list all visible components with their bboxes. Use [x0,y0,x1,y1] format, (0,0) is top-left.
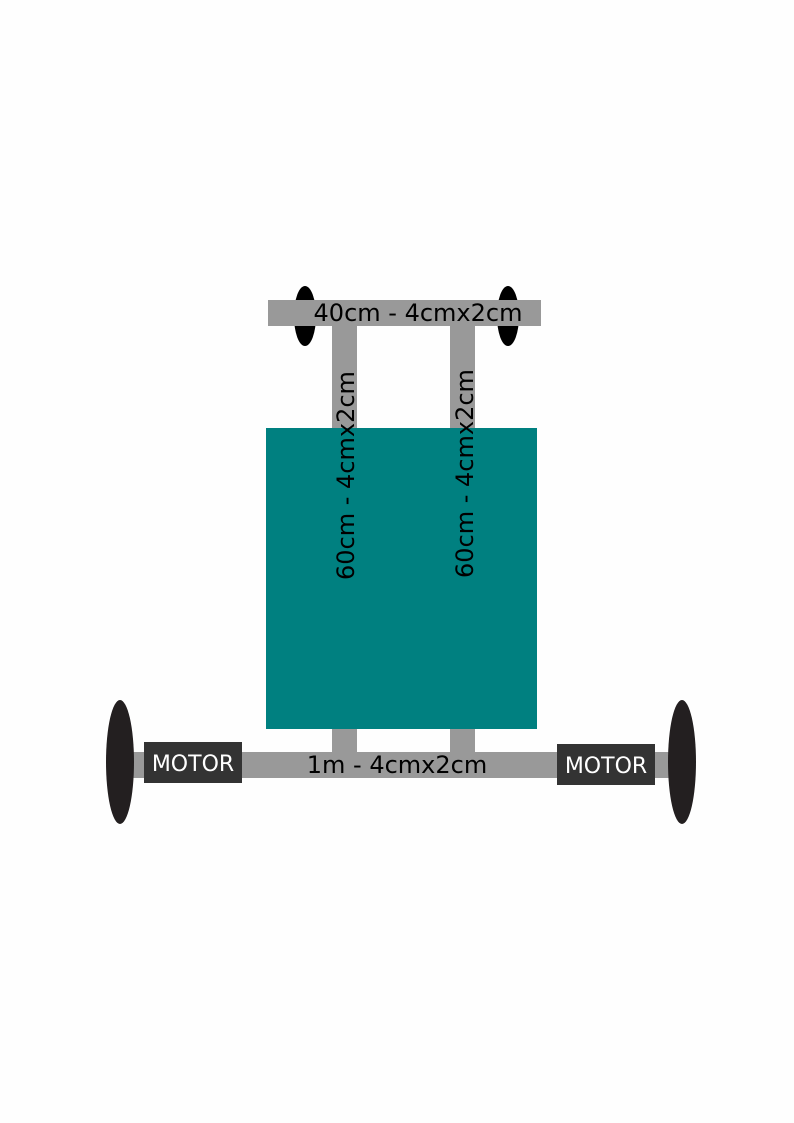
rear-axle-label: 1m - 4cmx2cm [307,751,487,779]
rear-left-wheel [106,700,134,824]
motor-right-box [557,744,655,785]
left-rail-label: 60cm - 4cmx2cm [332,371,360,580]
rear-right-wheel [668,700,696,824]
front-axle-beam [268,300,541,326]
motor-left-label: MOTOR [152,752,234,777]
platform [266,428,537,729]
motor-right-label: MOTOR [565,754,647,779]
front-axle-label: 40cm - 4cmx2cm [314,299,523,327]
motor-left-box [144,742,242,783]
right-rail-label: 60cm - 4cmx2cm [451,369,479,578]
